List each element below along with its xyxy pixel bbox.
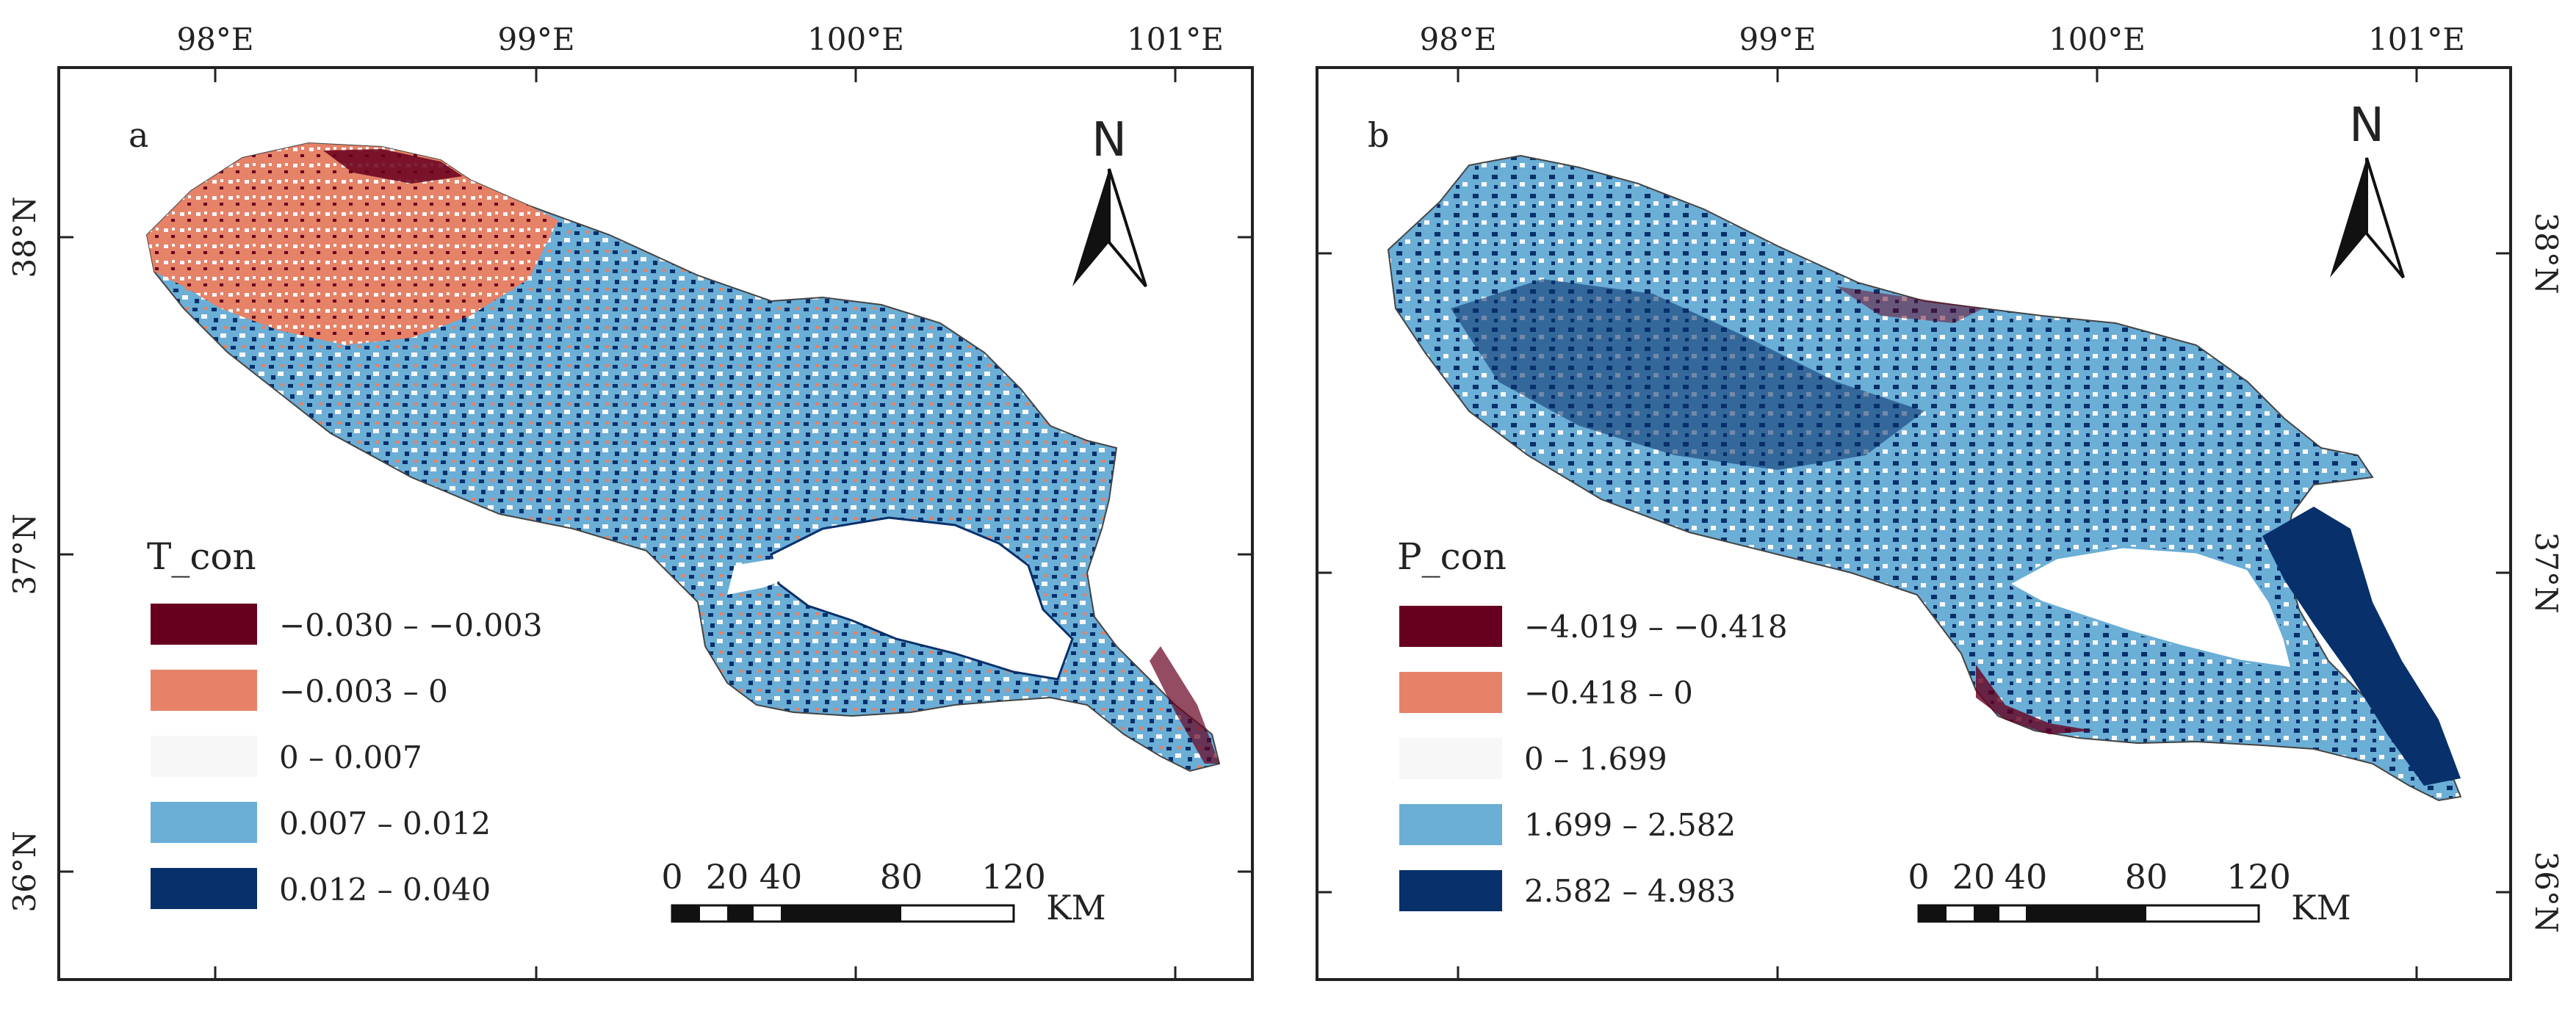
scale-tick: 0 (661, 857, 682, 897)
legend-swatch-5 (151, 868, 257, 909)
lon-tick-label: 98°E (176, 21, 253, 57)
lat-tick-label: 38°N (2528, 212, 2564, 294)
lon-tick-label: 99°E (1739, 21, 1816, 57)
lon-tick-label: 100°E (807, 21, 904, 57)
lon-tick-label: 98°E (1419, 21, 1496, 57)
scale-tick: 20 (1952, 857, 1996, 897)
legend-swatch-1 (1399, 606, 1502, 647)
panel-a-lon-ticks-bottom (214, 966, 1177, 980)
legend-label-4: 0.007 – 0.012 (279, 806, 491, 842)
north-arrow-label: N (2349, 98, 2384, 153)
panel-a: 98°E 99°E 100°E 101°E 38°N 37°N 36°N a (7, 21, 1254, 981)
panel-label: b (1368, 115, 1389, 155)
lon-tick-label: 101°E (1127, 21, 1224, 57)
legend-title: T_con (147, 535, 256, 578)
panel-a-lat-ticks: 38°N 37°N 36°N (7, 196, 1252, 913)
legend-label-1: −0.030 – −0.003 (279, 607, 543, 643)
panel-b: 98°E 99°E 100°E 101°E 38°N 37°N 36°N b (1316, 21, 2564, 981)
panel-b-lon-ticks-top: 98°E 99°E 100°E 101°E (1419, 21, 2465, 82)
legend-swatch-4 (1399, 804, 1502, 845)
legend-label-3: 0 – 1.699 (1524, 741, 1667, 777)
legend-swatch-1 (151, 604, 257, 645)
scale-tick: 80 (2125, 857, 2168, 897)
legend-swatch-2 (1399, 672, 1502, 713)
lon-tick-label: 100°E (2049, 21, 2146, 57)
lat-tick-label: 37°N (7, 513, 43, 595)
scale-tick: 0 (1908, 857, 1929, 897)
legend-label-3: 0 – 0.007 (279, 739, 422, 775)
lon-tick-label: 99°E (497, 21, 574, 57)
lon-tick-label: 101°E (2368, 21, 2465, 57)
legend-label-4: 1.699 – 2.582 (1524, 807, 1736, 843)
legend-label-5: 0.012 – 0.040 (279, 872, 491, 908)
scale-bar-a: 0 20 40 80 120 KM (661, 857, 1105, 927)
legend-swatch-4 (151, 802, 257, 843)
lat-tick-label: 37°N (2528, 532, 2564, 613)
panel-b-lon-ticks-bottom (1457, 966, 2418, 980)
lat-tick-label: 36°N (2528, 851, 2564, 933)
scale-tick: 120 (981, 857, 1046, 897)
legend-title: P_con (1397, 535, 1507, 578)
lat-tick-label: 36°N (7, 830, 43, 912)
lat-tick-label: 38°N (7, 196, 43, 278)
panel-label: a (129, 115, 148, 155)
map-region (1387, 154, 2462, 802)
legend-label-5: 2.582 – 4.983 (1524, 873, 1736, 909)
north-arrow-label: N (1092, 113, 1127, 167)
legend-swatch-2 (151, 670, 257, 711)
north-arrow: N (1072, 113, 1147, 288)
legend-label-1: −4.019 – −0.418 (1524, 609, 1788, 645)
panel-a-lon-ticks-top: 98°E 99°E 100°E 101°E (176, 21, 1224, 82)
scale-bar-b: 0 20 40 80 120 KM (1908, 857, 2350, 927)
legend-swatch-3 (151, 736, 257, 777)
scale-tick: 40 (760, 857, 803, 897)
legend-b: P_con −4.019 – −0.418 −0.418 – 0 0 – 1.6… (1397, 535, 1788, 911)
legend-swatch-3 (1399, 738, 1502, 779)
scale-tick: 40 (2005, 857, 2048, 897)
legend-a: T_con −0.030 – −0.003 −0.003 – 0 0 – 0.0… (147, 535, 543, 909)
legend-swatch-5 (1399, 870, 1502, 911)
map-region (145, 142, 1221, 772)
panel-b-lat-ticks: 38°N 37°N 36°N (1317, 212, 2564, 933)
scale-tick: 20 (706, 857, 749, 897)
scale-tick: 80 (880, 857, 923, 897)
legend-label-2: −0.418 – 0 (1524, 675, 1693, 711)
legend-label-2: −0.003 – 0 (279, 673, 448, 709)
north-arrow: N (2330, 98, 2405, 279)
scale-unit: KM (2291, 888, 2350, 927)
scale-unit: KM (1046, 888, 1105, 927)
scale-tick: 120 (2226, 857, 2291, 897)
